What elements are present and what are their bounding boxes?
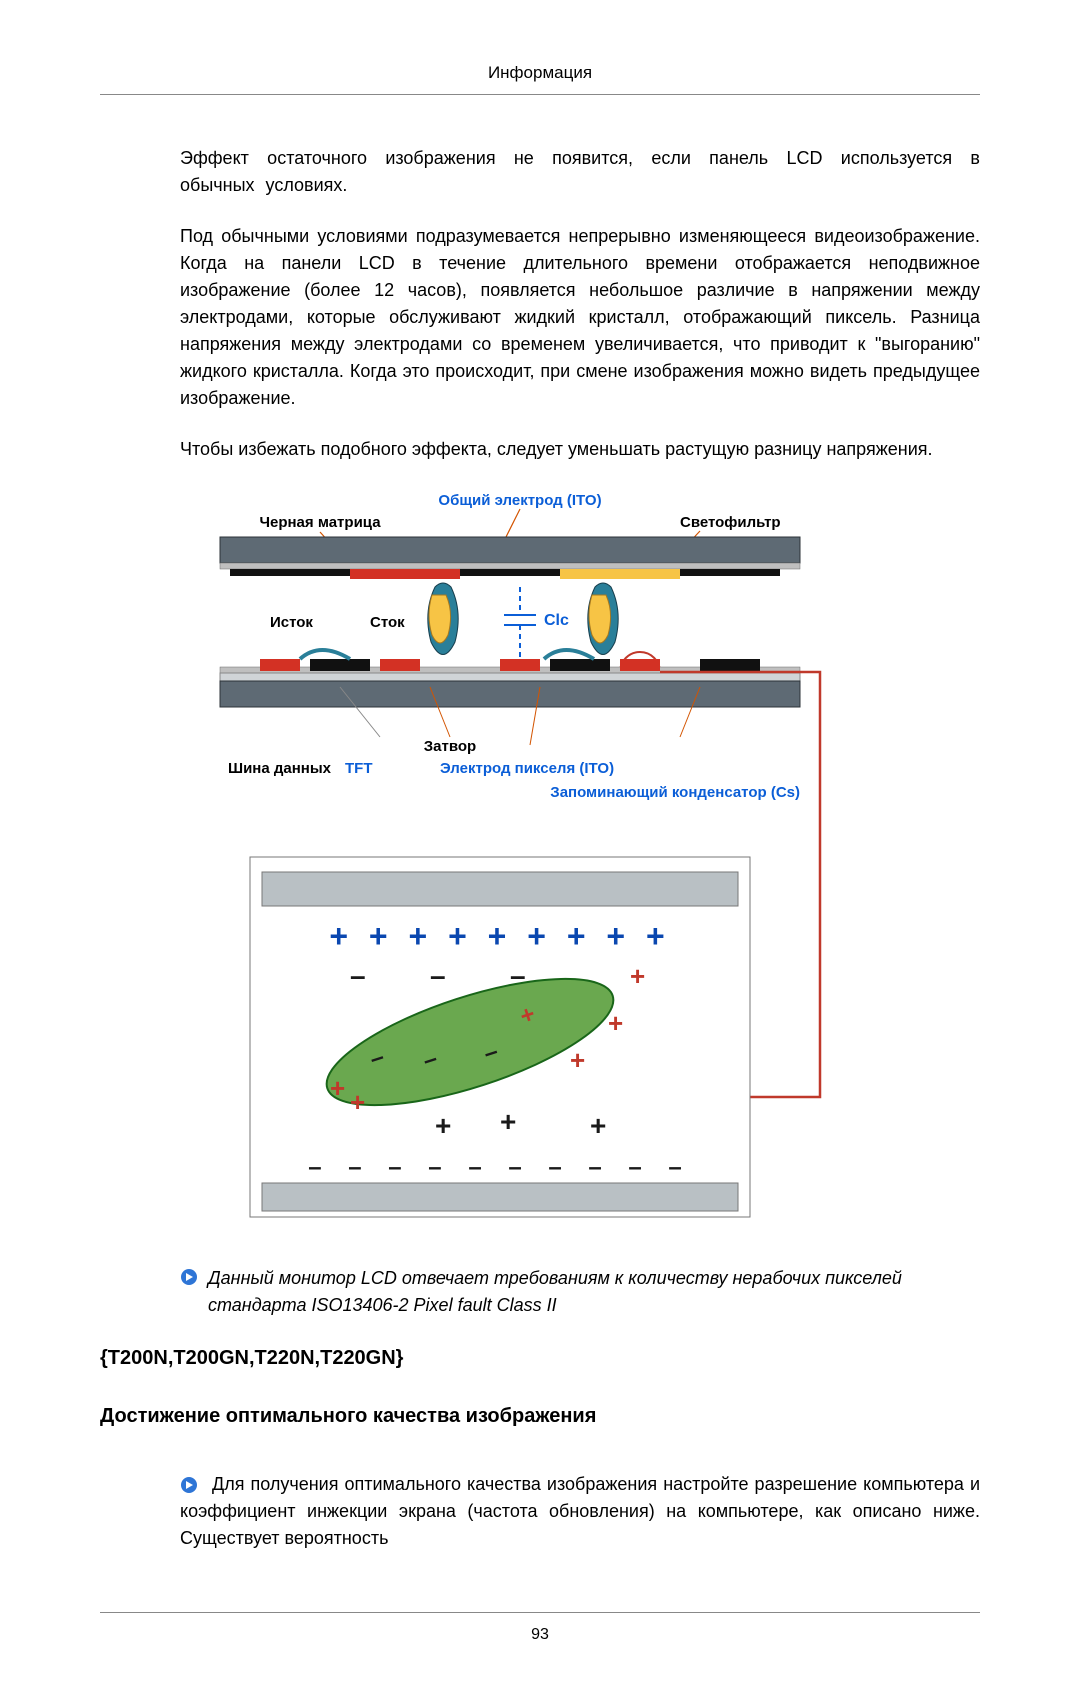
page-header: Информация <box>100 60 980 95</box>
page-number: 93 <box>531 1626 549 1643</box>
lcd-diagram-svg: Общий электрод (ITO) Черная матрица Свет… <box>200 487 840 1227</box>
svg-text:–: – <box>430 960 446 991</box>
svg-text:+: + <box>630 961 645 991</box>
label-pixel-electrode: Электрод пикселя (ITO) <box>440 760 614 777</box>
label-tft: TFT <box>345 760 373 777</box>
label-drain: Сток <box>370 614 405 631</box>
model-line: {T200N,T200GN,T220N,T220GN} <box>100 1343 980 1373</box>
paragraph-1: Эффект остаточного изображения не появит… <box>180 145 980 199</box>
plus-row: + + + + + + + + + <box>329 918 670 954</box>
svg-text:+: + <box>590 1110 606 1141</box>
standard-note-text: Данный монитор LCD отвечает требованиям … <box>208 1265 980 1319</box>
label-black-matrix: Черная матрица <box>259 514 381 531</box>
svg-text:+: + <box>350 1087 365 1117</box>
svg-text:+: + <box>330 1073 345 1103</box>
final-paragraph-text: Для получения оптимального качества изоб… <box>180 1474 980 1548</box>
svg-text:–: – <box>350 960 366 991</box>
lcd-diagram: Общий электрод (ITO) Черная матрица Свет… <box>200 487 980 1235</box>
label-common-electrode: Общий электрод (ITO) <box>438 492 601 509</box>
label-storage-cap: Запоминающий конденсатор (Cs) <box>550 784 800 801</box>
header-title: Информация <box>488 63 592 82</box>
clc-symbol: Clc <box>504 587 569 657</box>
label-clc: Clc <box>544 612 569 629</box>
standard-note-row: Данный монитор LCD отвечает требованиям … <box>180 1265 980 1319</box>
final-paragraph: Для получения оптимального качества изоб… <box>180 1471 980 1552</box>
minus-row: – – – – – – – – – – <box>308 1154 692 1181</box>
paragraph-3: Чтобы избежать подобного эффекта, следуе… <box>180 436 980 463</box>
svg-text:+: + <box>570 1045 585 1075</box>
polarization-diagram: + + + + + + + + + – – – + + + – – – + + … <box>250 857 750 1217</box>
page-footer: 93 <box>100 1612 980 1647</box>
section-title: Достижение оптимального качества изображ… <box>100 1401 980 1431</box>
bullet-arrow-icon <box>180 1476 198 1494</box>
svg-text:+: + <box>435 1110 451 1141</box>
lc-cell-2 <box>588 583 618 655</box>
label-data-bus: Шина данных <box>228 760 332 777</box>
label-color-filter: Светофильтр <box>680 514 781 531</box>
bullet-arrow-icon <box>180 1268 198 1286</box>
paragraph-2: Под обычными условиями подразумевается н… <box>180 223 980 412</box>
label-gate: Затвор <box>424 738 476 755</box>
label-source: Исток <box>270 614 313 631</box>
svg-text:+: + <box>500 1106 516 1137</box>
lc-cell-1 <box>428 583 458 655</box>
